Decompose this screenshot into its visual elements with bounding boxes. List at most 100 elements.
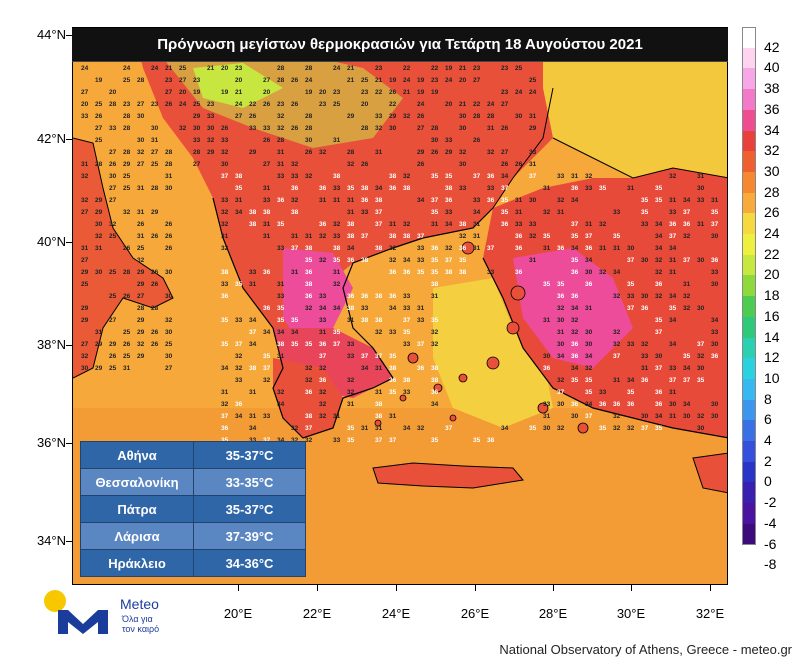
temperature-value: 19 xyxy=(431,89,439,96)
temperature-value: 30 xyxy=(585,269,593,276)
temperature-value: 23 xyxy=(207,101,215,108)
temperature-value: 29 xyxy=(81,305,89,312)
temperature-value: 27 xyxy=(95,125,103,132)
temperature-value: 33 xyxy=(221,281,229,288)
temperature-value: 31 xyxy=(543,317,551,324)
temperature-value: 23 xyxy=(235,65,243,72)
temperature-value: 36 xyxy=(627,401,635,408)
lon-label-24: 24°E xyxy=(381,606,411,621)
lat-label-34: 34°N xyxy=(36,533,66,548)
temperature-value: 31 xyxy=(431,221,439,228)
temperature-value: 36 xyxy=(613,401,621,408)
temperature-value: 38 xyxy=(263,209,271,216)
temperature-value: 30 xyxy=(697,365,705,372)
lat-label-40: 40°N xyxy=(36,234,66,249)
temperature-value: 37 xyxy=(585,413,593,420)
temperature-value: 30 xyxy=(683,413,691,420)
temperature-value: 33 xyxy=(333,233,341,240)
temperature-value: 35 xyxy=(627,281,635,288)
temperature-value: 30 xyxy=(641,293,649,300)
temperature-value: 25 xyxy=(109,269,117,276)
temperature-value: 34 xyxy=(669,317,677,324)
temperature-value: 31 xyxy=(711,197,719,204)
temperature-value: 20 xyxy=(235,77,243,84)
temperature-value: 26 xyxy=(249,113,257,120)
temperature-value: 32 xyxy=(683,305,691,312)
temperature-value: 30 xyxy=(221,161,229,168)
temperature-value: 36 xyxy=(319,341,327,348)
temperature-value: 28 xyxy=(431,125,439,132)
temperature-value: 28 xyxy=(123,125,131,132)
meteo-m-icon xyxy=(58,610,108,634)
temperature-value: 36 xyxy=(263,269,271,276)
temperature-value: 38 xyxy=(375,197,383,204)
temperature-value: 23 xyxy=(501,89,509,96)
temperature-value: 31 xyxy=(361,425,369,432)
temperature-value: 32 xyxy=(697,353,705,360)
temperature-value: 34 xyxy=(361,365,369,372)
temperature-value: 26 xyxy=(291,125,299,132)
temperature-value: 22 xyxy=(249,101,257,108)
map-title: Πρόγνωση μεγίστων θερμοκρασιών για Τετάρ… xyxy=(72,28,728,62)
lat-label-42: 42°N xyxy=(36,131,66,146)
temperature-value: 32 xyxy=(613,329,621,336)
temperature-value: 34 xyxy=(235,413,243,420)
temperature-value: 25 xyxy=(109,365,117,372)
temperature-value: 37 xyxy=(431,197,439,204)
temperature-value: 37 xyxy=(697,341,705,348)
city-forecast-table: Αθήνα 35-37°C Θεσσαλονίκη 33-35°C Πάτρα … xyxy=(80,441,306,577)
colorbar-label: 40 xyxy=(764,59,780,76)
temperature-value: 35 xyxy=(277,221,285,228)
temperature-value: 24 xyxy=(81,65,89,72)
temperature-value: 38 xyxy=(249,365,257,372)
temperature-value: 27 xyxy=(151,149,159,156)
temperature-value: 31 xyxy=(669,389,677,396)
temperature-value: 28 xyxy=(277,77,285,84)
colorbar-label: 14 xyxy=(764,328,780,345)
lat-tick xyxy=(66,443,72,444)
table-row: Αθήνα 35-37°C xyxy=(80,441,306,469)
temperature-value: 37 xyxy=(263,437,271,444)
temperature-value: 32 xyxy=(319,233,327,240)
temperature-value: 28 xyxy=(473,113,481,120)
temperature-value: 37 xyxy=(221,413,229,420)
temperature-value: 37 xyxy=(375,437,383,444)
temperature-value: 29 xyxy=(445,149,453,156)
temperature-value: 36 xyxy=(599,401,607,408)
temperature-value: 34 xyxy=(389,305,397,312)
temperature-value: 38 xyxy=(347,221,355,228)
temperature-value: 31 xyxy=(263,185,271,192)
temperature-value: 36 xyxy=(305,269,313,276)
temperature-value: 34 xyxy=(683,401,691,408)
temperature-value: 32 xyxy=(123,209,131,216)
temperature-value: 36 xyxy=(389,377,397,384)
temperature-value: 30 xyxy=(557,341,565,348)
temperature-value: 30 xyxy=(711,233,719,240)
colorbar-label: 30 xyxy=(764,162,780,179)
temperature-value: 27 xyxy=(81,89,89,96)
temperature-value: 26 xyxy=(221,125,229,132)
temperature-value: 36 xyxy=(347,257,355,264)
temperature-value: 31 xyxy=(417,305,425,312)
temperature-value: 33 xyxy=(487,185,495,192)
temperature-value: 33 xyxy=(627,293,635,300)
temperature-value: 30 xyxy=(165,329,173,336)
temperature-value: 33 xyxy=(613,209,621,216)
temperature-value: 30 xyxy=(697,425,705,432)
temperature-value: 26 xyxy=(123,245,131,252)
temperature-value: 32 xyxy=(207,137,215,144)
temperature-value: 36 xyxy=(557,293,565,300)
logo-tagline-line2: τον καιρό xyxy=(122,624,160,634)
temperature-value: 28 xyxy=(137,77,145,84)
temperature-value: 32 xyxy=(487,149,495,156)
temperature-value: 26 xyxy=(417,161,425,168)
temperature-value: 28 xyxy=(123,269,131,276)
temperature-value: 28 xyxy=(109,101,117,108)
temperature-value: 31 xyxy=(347,197,355,204)
temperature-value: 31 xyxy=(641,365,649,372)
colorbar-label: 24 xyxy=(764,225,780,241)
temperature-value: 29 xyxy=(137,269,145,276)
temperature-value: 35 xyxy=(403,329,411,336)
temperature-value: 32 xyxy=(557,377,565,384)
lon-label-30: 30°E xyxy=(616,606,646,621)
